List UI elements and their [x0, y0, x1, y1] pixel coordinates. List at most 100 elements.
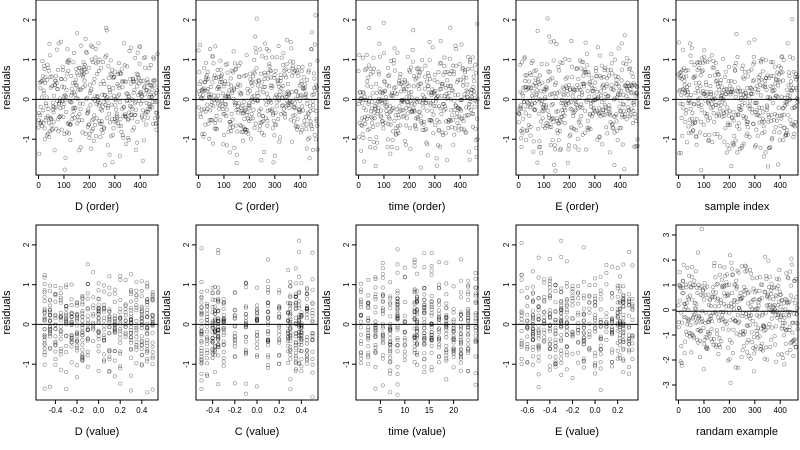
- data-point: [724, 283, 729, 288]
- data-point: [415, 116, 420, 121]
- data-point: [543, 105, 548, 110]
- x-axis-label: E (value): [555, 426, 599, 438]
- data-point: [425, 108, 430, 113]
- data-point: [205, 361, 210, 366]
- data-point: [140, 158, 145, 163]
- points: [42, 262, 155, 395]
- data-point: [384, 100, 389, 105]
- data-point: [378, 108, 383, 113]
- data-point: [287, 105, 292, 110]
- data-point: [617, 88, 622, 93]
- data-point: [371, 55, 376, 60]
- data-point: [729, 340, 734, 345]
- data-point: [444, 260, 449, 265]
- data-point: [270, 84, 275, 89]
- data-point: [365, 83, 370, 88]
- data-point: [201, 107, 206, 112]
- data-point: [118, 349, 123, 354]
- data-point: [701, 54, 706, 59]
- data-point: [299, 81, 304, 86]
- data-point: [738, 93, 743, 98]
- data-point: [426, 90, 431, 95]
- x-tick-label: 0.0: [590, 406, 602, 415]
- data-point: [52, 105, 57, 110]
- data-point: [47, 129, 52, 134]
- data-point: [362, 94, 367, 99]
- data-point: [299, 342, 304, 347]
- data-point: [245, 91, 250, 96]
- data-point: [296, 73, 301, 78]
- data-point: [149, 84, 154, 89]
- data-point: [400, 98, 405, 103]
- data-point: [151, 78, 156, 83]
- data-point: [530, 354, 535, 359]
- data-point: [766, 146, 771, 151]
- data-point: [199, 318, 204, 323]
- data-point: [733, 60, 738, 65]
- data-point: [677, 270, 682, 275]
- data-point: [411, 106, 416, 111]
- data-point: [687, 100, 692, 105]
- data-point: [59, 127, 64, 132]
- data-point: [617, 126, 622, 131]
- data-point: [307, 156, 312, 161]
- data-point: [742, 292, 747, 297]
- data-point: [432, 91, 437, 96]
- data-point: [358, 332, 363, 337]
- y-tick-label: 1: [182, 282, 191, 287]
- data-point: [208, 108, 213, 113]
- data-point: [570, 289, 575, 294]
- data-point: [288, 357, 293, 362]
- data-point: [722, 114, 727, 119]
- data-point: [770, 84, 775, 89]
- data-point: [677, 71, 682, 76]
- data-point: [780, 106, 785, 111]
- data-point: [290, 139, 295, 144]
- data-point: [143, 122, 148, 127]
- data-point: [532, 101, 537, 106]
- data-point: [70, 113, 75, 118]
- data-point: [230, 90, 235, 95]
- data-point: [145, 302, 150, 307]
- data-point: [456, 105, 461, 110]
- data-point: [311, 107, 316, 112]
- data-point: [150, 292, 155, 297]
- data-point: [537, 139, 542, 144]
- data-point: [115, 82, 120, 87]
- data-point: [753, 143, 758, 148]
- data-point: [61, 115, 66, 120]
- data-point: [118, 381, 123, 386]
- data-point: [225, 61, 230, 66]
- data-point: [42, 275, 47, 280]
- data-point: [96, 368, 101, 373]
- data-point: [256, 78, 261, 83]
- x-tick-label: 0: [676, 181, 681, 190]
- data-point: [626, 364, 631, 369]
- data-point: [314, 119, 319, 124]
- data-point: [290, 66, 295, 71]
- data-point: [287, 68, 292, 73]
- data-point: [621, 284, 626, 289]
- data-point: [701, 341, 706, 346]
- data-point: [384, 104, 389, 109]
- data-point: [789, 88, 794, 93]
- data-point: [725, 87, 730, 92]
- data-point: [223, 94, 228, 99]
- data-point: [64, 110, 69, 115]
- data-point: [78, 107, 83, 112]
- data-point: [581, 279, 586, 284]
- data-point: [374, 135, 379, 140]
- data-point: [38, 104, 43, 109]
- data-point: [473, 325, 478, 330]
- data-point: [80, 318, 85, 323]
- data-point: [748, 267, 753, 272]
- data-point: [719, 92, 724, 97]
- data-point: [71, 60, 76, 65]
- data-point: [68, 122, 73, 127]
- data-point: [719, 78, 724, 83]
- data-point: [266, 279, 271, 284]
- data-point: [723, 69, 728, 74]
